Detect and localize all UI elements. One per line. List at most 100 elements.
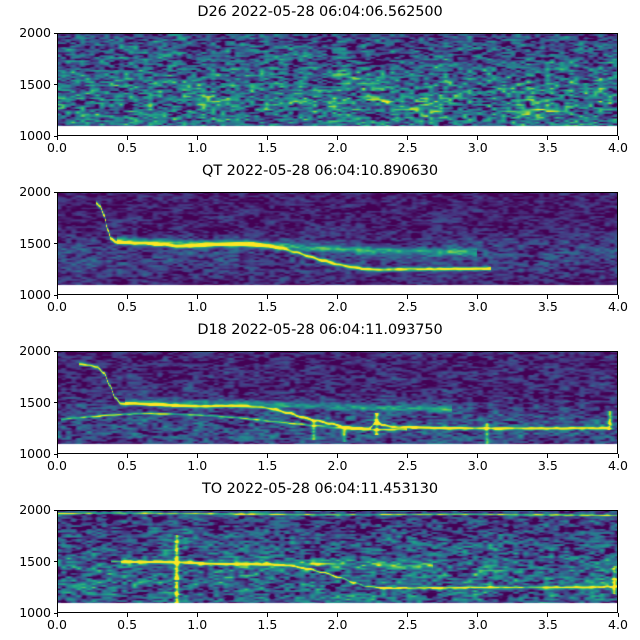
x-tick-label: 3.0 <box>467 140 488 155</box>
x-tick-mark <box>617 295 619 299</box>
x-tick-mark <box>547 613 549 617</box>
x-tick-label: 1.5 <box>257 299 278 314</box>
x-tick-mark <box>266 613 268 617</box>
x-tick-label: 3.0 <box>467 299 488 314</box>
y-tick-mark <box>53 453 57 455</box>
x-tick-label: 0.0 <box>47 458 67 473</box>
x-tick-label: 2.0 <box>327 140 348 155</box>
x-tick-label: 2.0 <box>327 617 348 632</box>
x-tick-label: 2.0 <box>327 458 348 473</box>
y-tick-mark <box>53 32 57 34</box>
x-tick-mark <box>547 136 549 140</box>
x-tick-label: 0.0 <box>47 140 67 155</box>
spectrogram-image <box>58 34 617 135</box>
spectrogram-image <box>58 511 617 612</box>
y-tick-label: 1000 <box>19 605 51 620</box>
x-tick-mark <box>407 454 409 458</box>
x-tick-label: 2.0 <box>327 299 348 314</box>
spectrogram-image <box>58 193 617 294</box>
x-tick-label: 1.0 <box>187 140 208 155</box>
x-tick-label: 1.0 <box>187 458 208 473</box>
x-tick-label: 1.0 <box>187 617 208 632</box>
x-tick-label: 1.0 <box>187 299 208 314</box>
x-tick-label: 2.5 <box>397 299 418 314</box>
x-tick-mark <box>126 613 128 617</box>
plot-area <box>57 192 618 295</box>
x-tick-mark <box>56 136 58 140</box>
x-tick-label: 0.5 <box>117 458 138 473</box>
y-tick-label: 1000 <box>19 446 51 461</box>
y-tick-mark <box>53 294 57 296</box>
y-tick-label: 1000 <box>19 128 51 143</box>
y-tick-label: 1500 <box>19 553 51 569</box>
x-tick-label: 3.5 <box>537 458 558 473</box>
x-tick-mark <box>266 136 268 140</box>
plot-area <box>57 33 618 136</box>
x-tick-mark <box>337 613 338 617</box>
x-tick-label: 0.5 <box>117 299 138 314</box>
x-tick-mark <box>547 454 549 458</box>
x-tick-label: 3.0 <box>467 458 488 473</box>
y-tick-mark <box>53 135 57 137</box>
x-tick-mark <box>407 613 409 617</box>
x-tick-mark <box>126 454 128 458</box>
x-tick-mark <box>407 136 409 140</box>
y-tick-mark <box>53 350 57 352</box>
y-tick-label: 1500 <box>19 235 51 251</box>
x-tick-mark <box>337 295 338 299</box>
x-tick-label: 1.5 <box>257 617 278 632</box>
x-tick-mark <box>407 295 409 299</box>
plot-area <box>57 510 618 613</box>
y-tick-mark <box>53 612 57 614</box>
x-tick-label: 4.0 <box>608 140 628 155</box>
x-tick-label: 4.0 <box>608 299 628 314</box>
x-tick-mark <box>56 613 58 617</box>
x-tick-label: 3.5 <box>537 140 558 155</box>
panel-title: D18 2022-05-28 06:04:11.093750 <box>197 322 443 338</box>
x-tick-mark <box>477 454 479 458</box>
x-tick-label: 2.5 <box>397 140 418 155</box>
y-tick-label: 2000 <box>19 502 51 517</box>
x-tick-label: 1.5 <box>257 458 278 473</box>
y-tick-label: 1500 <box>19 76 51 92</box>
x-tick-mark <box>337 136 338 140</box>
y-tick-mark <box>53 561 57 562</box>
panel-title: TO 2022-05-28 06:04:11.453130 <box>202 481 438 497</box>
x-tick-mark <box>266 454 268 458</box>
x-tick-mark <box>196 295 198 299</box>
x-tick-label: 0.5 <box>117 617 138 632</box>
x-tick-mark <box>56 295 58 299</box>
x-tick-label: 0.0 <box>47 299 67 314</box>
y-tick-label: 2000 <box>19 343 51 358</box>
x-tick-label: 2.5 <box>397 458 418 473</box>
x-tick-mark <box>196 454 198 458</box>
x-tick-label: 3.5 <box>537 617 558 632</box>
x-tick-mark <box>547 295 549 299</box>
y-tick-label: 1500 <box>19 394 51 410</box>
x-tick-mark <box>266 295 268 299</box>
x-tick-mark <box>477 295 479 299</box>
y-tick-mark <box>53 84 57 85</box>
x-tick-label: 1.5 <box>257 140 278 155</box>
x-tick-mark <box>617 454 619 458</box>
y-tick-mark <box>53 402 57 403</box>
y-tick-label: 2000 <box>19 184 51 199</box>
x-tick-label: 3.5 <box>537 299 558 314</box>
x-tick-mark <box>56 454 58 458</box>
x-tick-label: 4.0 <box>608 617 628 632</box>
plot-area <box>57 351 618 454</box>
y-tick-mark <box>53 243 57 244</box>
x-tick-label: 0.5 <box>117 140 138 155</box>
panel-title: QT 2022-05-28 06:04:10.890630 <box>202 163 438 179</box>
x-tick-label: 0.0 <box>47 617 67 632</box>
x-tick-mark <box>477 136 479 140</box>
panel-title: D26 2022-05-28 06:04:06.562500 <box>197 4 443 20</box>
x-tick-mark <box>617 613 619 617</box>
y-tick-label: 2000 <box>19 25 51 40</box>
x-tick-mark <box>196 136 198 140</box>
x-tick-label: 2.5 <box>397 617 418 632</box>
y-tick-label: 1000 <box>19 287 51 302</box>
spectrogram-image <box>58 352 617 453</box>
y-tick-mark <box>53 509 57 511</box>
